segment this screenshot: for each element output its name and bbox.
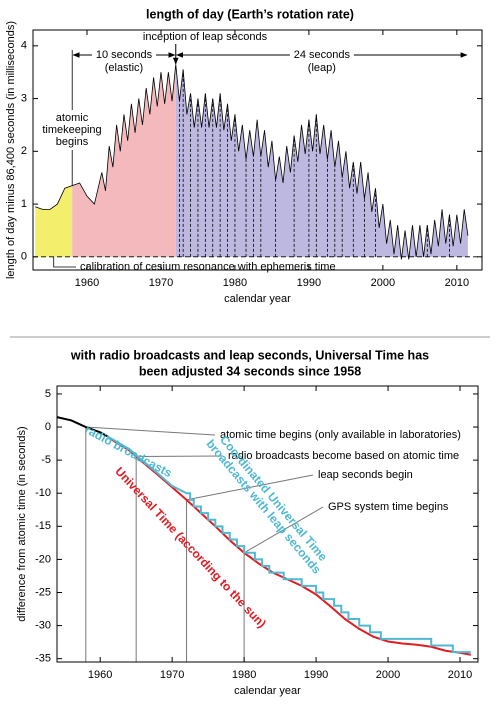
- y-tick-label: -35: [35, 653, 51, 665]
- x-tick-label: 1990: [304, 669, 328, 681]
- x-tick-label: 2010: [448, 669, 472, 681]
- leader-line: [243, 506, 324, 554]
- x-tick-label: 2000: [371, 277, 395, 289]
- x-tick-label: 1990: [297, 277, 321, 289]
- y-tick-label: 2: [21, 145, 27, 157]
- series-line: [35, 64, 469, 260]
- annotation: timekeeping: [42, 124, 101, 136]
- annotation: 10 seconds: [96, 49, 153, 61]
- leader-line: [186, 474, 314, 501]
- x-tick-label: 1960: [88, 669, 112, 681]
- annotation: 24 seconds: [294, 49, 351, 61]
- x-tick-label: 2010: [445, 277, 469, 289]
- y-tick-label: 3: [21, 92, 27, 104]
- annotation: (elastic): [105, 62, 144, 74]
- y-tick-label: 0: [21, 251, 27, 263]
- plot-frame: [32, 29, 483, 271]
- annotation: inception of leap seconds: [143, 31, 268, 43]
- x-tick-label: 1960: [75, 277, 99, 289]
- y-tick-label: -5: [41, 454, 51, 466]
- event-label: GPS system time begins: [328, 501, 449, 513]
- x-tick-label: 1980: [232, 669, 256, 681]
- annotation: calibration of cesium resonance with eph…: [80, 261, 336, 273]
- x-axis-label: calendar year: [224, 293, 291, 305]
- y-tick-label: -15: [35, 520, 51, 532]
- x-axis-label: calendar year: [234, 685, 301, 697]
- plot-frame: [56, 385, 479, 663]
- leader-line: [85, 426, 216, 436]
- event-label: radio broadcasts become based on atomic …: [228, 450, 459, 462]
- series-line: [56, 416, 108, 438]
- region-area: [35, 185, 73, 257]
- event-label: leap seconds begin: [318, 469, 413, 481]
- region-area: [72, 64, 176, 257]
- region-area: [175, 64, 468, 260]
- y-tick-label: -25: [35, 586, 51, 598]
- chart-title: length of day (Earth’s rotation rate): [146, 7, 354, 21]
- y-tick-label: 4: [21, 40, 27, 52]
- y-tick-label: -10: [35, 487, 51, 499]
- event-label: atomic time begins (only available in la…: [220, 429, 461, 441]
- chart-title: with radio broadcasts and leap seconds, …: [70, 348, 429, 362]
- y-tick-label: 0: [45, 421, 51, 433]
- annotation: (leap): [308, 62, 336, 74]
- y-axis-label: difference from atomic time (in seconds): [16, 426, 28, 621]
- annotation: atomic: [56, 112, 89, 124]
- x-tick-label: 1970: [160, 669, 184, 681]
- x-tick-label: 1980: [223, 277, 247, 289]
- y-tick-label: -20: [35, 553, 51, 565]
- x-tick-label: 2000: [376, 669, 400, 681]
- y-tick-label: 1: [21, 198, 27, 210]
- y-tick-label: 5: [45, 388, 51, 400]
- y-axis-label: length of day minus 86,400 seconds (in m…: [5, 21, 17, 279]
- label-bg: [44, 110, 100, 150]
- annotation: begins: [56, 136, 89, 148]
- chart-title: been adjusted 34 seconds since 1958: [139, 364, 361, 378]
- y-tick-label: -30: [35, 620, 51, 632]
- series-line: [106, 435, 471, 654]
- bracket: [53, 256, 76, 268]
- x-tick-label: 1970: [149, 277, 173, 289]
